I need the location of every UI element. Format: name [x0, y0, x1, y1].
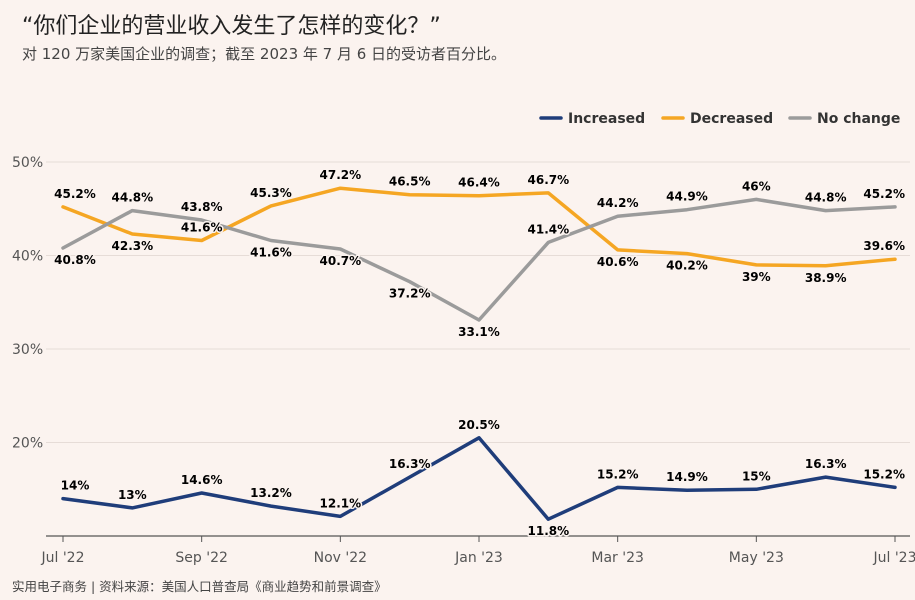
data-label: 45.3%	[250, 186, 292, 200]
data-label: 43.8%	[181, 200, 223, 214]
x-tick-label: May '23	[729, 550, 784, 566]
data-label: 16.3%	[805, 457, 847, 471]
data-label: 40.8%	[54, 253, 96, 267]
data-label: 47.2%	[320, 168, 362, 182]
axes: 20% 30% 40% 50% Jul '22 Sep '22 Nov '22 Jan '23…	[12, 155, 915, 566]
data-label: 38.9%	[805, 271, 847, 285]
data-label: 46%	[742, 179, 771, 193]
data-label: 42.3%	[112, 239, 154, 253]
x-tick-label: Jul '23	[872, 550, 915, 566]
series-line-decreased	[61, 186, 897, 268]
data-label: 33.1%	[458, 325, 500, 339]
x-tick-label: Mar '23	[591, 550, 644, 566]
data-label: 44.8%	[112, 191, 154, 205]
x-tick-label: Jan '23	[454, 550, 503, 566]
source-note: 实用电子商务 | 资料来源：美国人口普查局《商业趋势和前景调查》	[12, 579, 387, 594]
data-label: 15.2%	[863, 467, 905, 481]
data-label: 14%	[61, 479, 90, 493]
x-tick-label: Jul '22	[40, 550, 84, 566]
data-label: 40.2%	[666, 259, 708, 273]
data-label: 13.2%	[250, 486, 292, 500]
data-label: 45.2%	[863, 187, 905, 201]
y-tick-label: 40%	[12, 249, 43, 265]
y-tick-label: 20%	[12, 436, 43, 452]
data-label: 46.4%	[458, 176, 500, 190]
x-tick-label: Sep '22	[175, 550, 228, 566]
data-label: 44.2%	[597, 196, 639, 210]
y-tick-label: 30%	[12, 342, 43, 358]
data-label: 39.6%	[863, 239, 905, 253]
data-label: 41.6%	[181, 221, 223, 235]
y-tick-label: 50%	[12, 155, 43, 171]
data-label: 13%	[118, 488, 147, 502]
legend: Increased Decreased No change	[539, 111, 900, 127]
data-label: 16.3%	[389, 457, 431, 471]
data-label: 12.1%	[320, 496, 362, 510]
legend-label: No change	[817, 111, 900, 127]
data-label: 41.4%	[528, 222, 570, 236]
data-label: 20.5%	[458, 418, 500, 432]
legend-label: Decreased	[690, 111, 773, 127]
chart-subtitle: 对 120 万家美国企业的调查；截至 2023 年 7 月 6 日的受访者百分比…	[22, 45, 507, 63]
data-label: 11.8%	[528, 524, 570, 538]
data-label: 46.7%	[528, 173, 570, 187]
data-label: 44.9%	[666, 190, 708, 204]
data-label: 14.9%	[666, 470, 708, 484]
data-label: 46.5%	[389, 175, 431, 189]
data-label: 41.6%	[250, 246, 292, 260]
data-label: 15%	[742, 469, 771, 483]
data-label: 37.2%	[389, 287, 431, 301]
data-label: 40.6%	[597, 255, 639, 269]
series-line-increased	[61, 436, 897, 521]
data-label: 40.7%	[320, 254, 362, 268]
data-label: 39%	[742, 270, 771, 284]
data-label: 15.2%	[597, 467, 639, 481]
gridlines	[46, 161, 910, 443]
data-label: 44.8%	[805, 191, 847, 205]
series-lines	[61, 186, 897, 521]
legend-label: Increased	[568, 111, 645, 127]
series-line-no-change	[61, 197, 897, 322]
data-label: 45.2%	[54, 187, 96, 201]
data-label: 14.6%	[181, 473, 223, 487]
chart-title: “你们企业的营业收入发生了怎样的变化？”	[22, 14, 441, 39]
x-tick-label: Nov '22	[314, 550, 367, 566]
data-labels: 14% 13% 14.6% 13.2% 12.1% 16.3% 20.5% 11.8% 15.2…	[53, 167, 907, 540]
